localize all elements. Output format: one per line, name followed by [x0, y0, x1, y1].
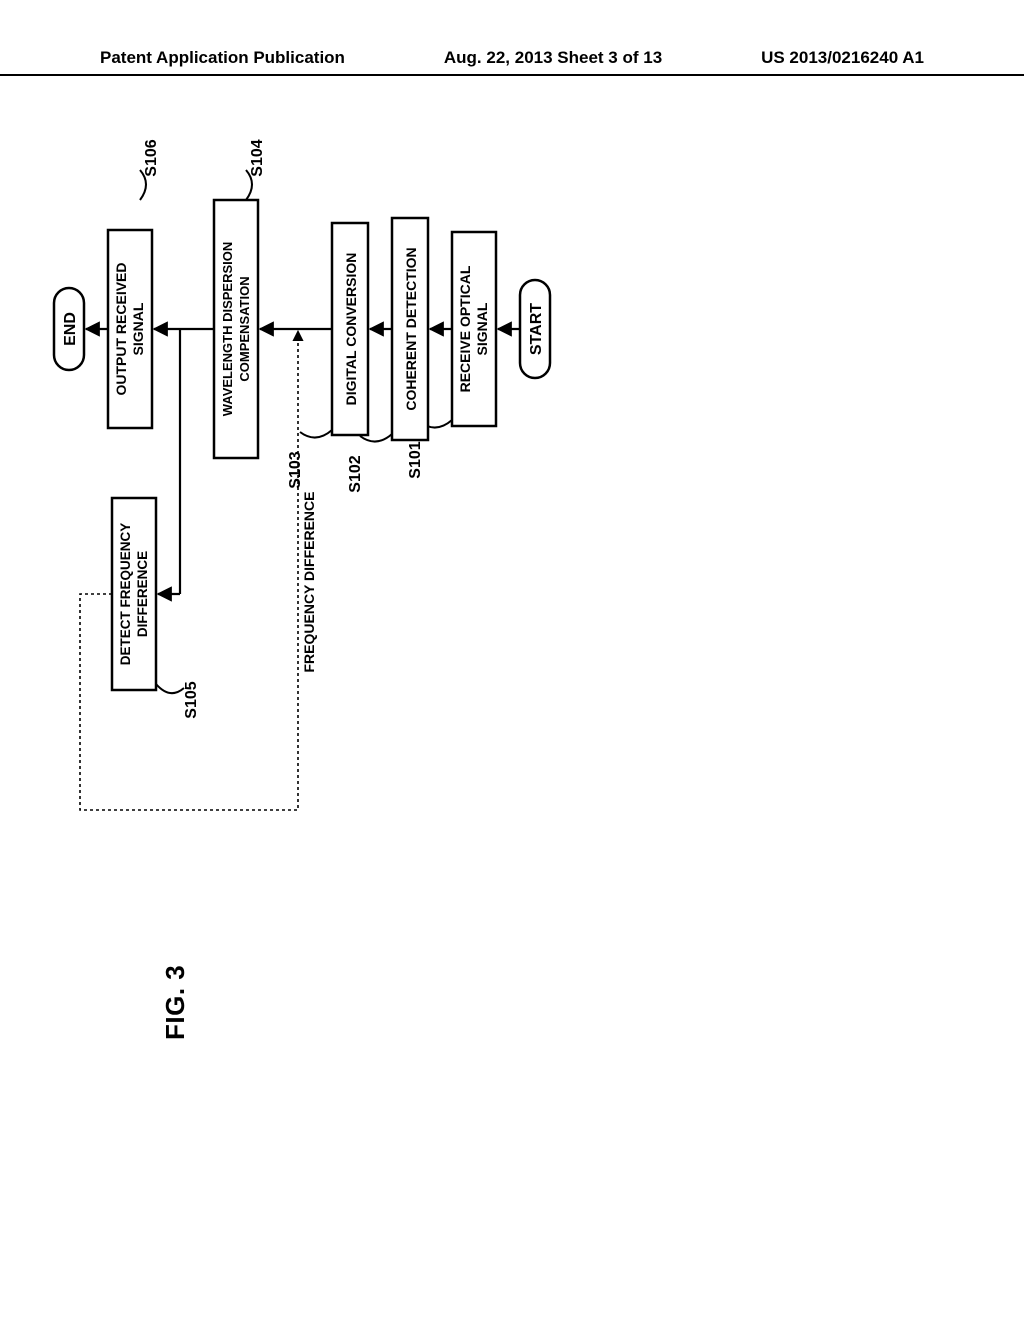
- s106-l1: OUTPUT RECEIVED: [113, 262, 129, 395]
- s104-ref: S104: [249, 139, 266, 176]
- s103-leader: [300, 430, 332, 438]
- feedback-label: FREQUENCY DIFFERENCE: [301, 492, 317, 673]
- s104-l1: WAVELENGTH DISPERSION: [220, 242, 235, 417]
- s104-l2: COMPENSATION: [237, 276, 252, 381]
- s103-ref: S103: [287, 451, 304, 488]
- s105-ref: S105: [183, 681, 200, 718]
- s102-ref: S102: [347, 455, 364, 492]
- s105-l2: DIFFERENCE: [135, 551, 150, 637]
- start-text: START: [528, 303, 545, 355]
- s101-l1: RECEIVE OPTICAL: [457, 265, 473, 392]
- s105-l1: DETECT FREQUENCY: [118, 523, 133, 666]
- s101-l2: SIGNAL: [474, 302, 490, 355]
- s102-text: COHERENT DETECTION: [403, 247, 419, 410]
- s103-text: DIGITAL CONVERSION: [343, 253, 359, 406]
- s101-ref: S101: [407, 441, 424, 478]
- end-text: END: [62, 312, 79, 346]
- s105-leader: [156, 684, 184, 693]
- s106-ref: S106: [143, 139, 160, 176]
- s106-l2: SIGNAL: [130, 302, 146, 355]
